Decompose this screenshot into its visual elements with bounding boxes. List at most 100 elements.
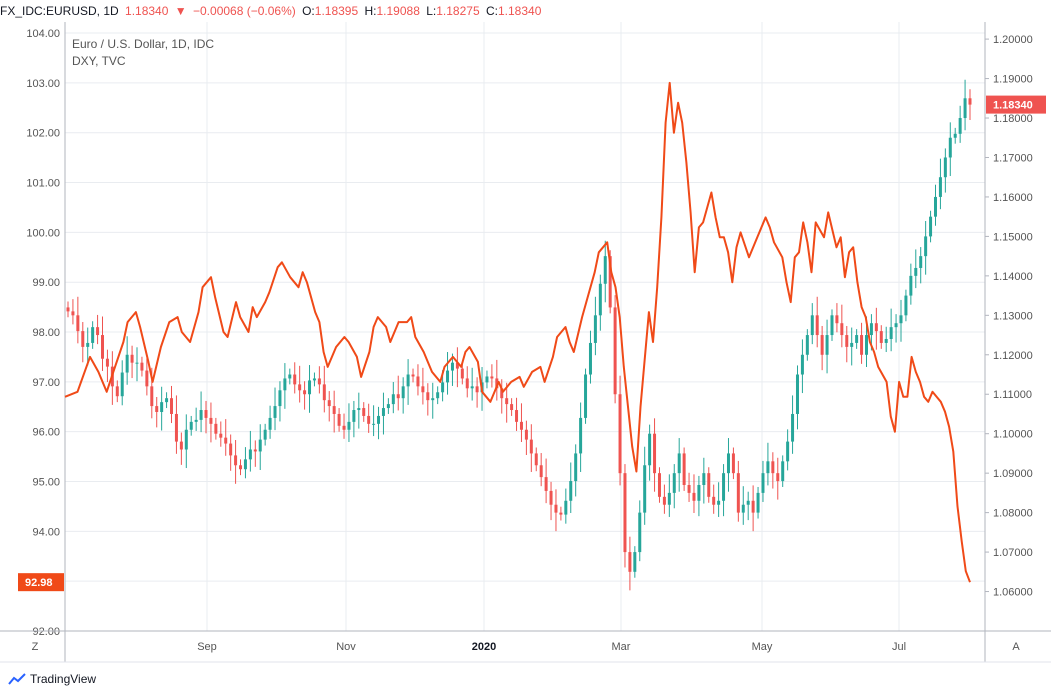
left-tick-label: 102.00 [26,128,60,140]
candle-body [860,335,864,355]
candle-body [726,453,730,474]
candle-body [426,392,430,401]
chart-legend: Euro / U.S. Dollar, 1D, IDC DXY, TVC [72,36,214,70]
x-tick-label: May [752,641,773,653]
candle-body [657,473,661,497]
candle-body [909,275,913,296]
candle-body [948,137,952,158]
candle-body [687,484,691,493]
right-tick-label: 1.14000 [993,271,1033,283]
right-tick-label: 1.15000 [993,231,1033,243]
candle-body [416,376,420,387]
dxy-badge-label: 92.98 [25,577,53,589]
tradingview-icon [8,673,26,685]
left-tick-label: 101.00 [26,178,60,190]
right-tick-label: 1.18000 [993,113,1033,125]
candle-body [588,342,592,375]
close-label: C: [485,4,498,18]
candle-body [554,504,558,513]
right-tick-label: 1.19000 [993,74,1033,86]
right-tick-label: 1.08000 [993,508,1033,520]
auto-scale-button[interactable]: A [1012,641,1020,653]
candle-body [884,338,888,343]
candle-body [105,358,109,367]
candle-body [268,417,272,430]
symbol-label[interactable]: FX_IDC:EURUSD, 1D [0,4,119,18]
candle-body [184,429,188,450]
candle-body [603,256,607,284]
legend-eurusd[interactable]: Euro / U.S. Dollar, 1D, IDC [72,37,215,51]
candle-body [327,400,331,407]
candle-body [145,370,149,387]
candle-body [899,315,903,324]
candle-body [347,421,351,430]
candle-body [845,335,849,347]
candle-body [386,404,390,409]
candle-body [958,118,962,134]
candle-body [579,417,583,454]
candle-body [248,449,252,460]
candle-body [224,437,228,444]
candle-body [850,342,854,347]
candle-body [741,504,745,513]
right-tick-label: 1.06000 [993,587,1033,599]
candle-body [475,386,479,393]
candle-body [165,398,169,403]
x-tick-label: Mar [612,641,631,653]
candle-body [470,386,474,389]
left-scale-button[interactable]: Z [31,641,39,653]
candle-body [564,500,568,515]
low-label: L: [426,4,437,18]
candle-body [924,236,928,257]
candle-body [914,267,918,276]
candle-body [500,388,504,399]
candle-body [411,374,415,377]
candle-body [534,453,538,466]
candle-body [239,465,243,470]
candle-body [115,386,119,397]
candle-body [243,459,247,470]
candle-body [510,404,514,411]
candle-body [96,327,100,336]
right-tick-label: 1.12000 [993,350,1033,362]
legend-dxy[interactable]: DXY, TVC [72,54,126,68]
right-tick-label: 1.10000 [993,429,1033,441]
down-arrow-icon: ▼ [174,4,187,18]
candle-body [101,335,105,359]
candle-body [712,496,716,505]
candle-body [396,394,400,399]
right-tick-label: 1.07000 [993,547,1033,559]
candle-body [559,512,563,515]
candle-body [820,335,824,355]
candle-body [549,490,553,505]
candle-body [263,429,267,440]
left-tick-label: 103.00 [26,78,60,90]
candle-body [702,473,706,485]
candle-body [229,443,233,456]
candle-body [519,421,523,430]
left-tick-label: 100.00 [26,227,60,239]
left-tick-label: 99.00 [32,277,60,289]
candle-body [613,307,617,395]
candle-body [490,376,494,379]
candle-body [795,374,799,414]
left-tick-label: 104.00 [26,28,60,40]
candle-body [155,406,159,412]
x-tick-label: 2020 [472,641,496,653]
tradingview-logo[interactable]: TradingView [8,672,96,686]
candle-body [672,473,676,493]
right-tick-label: 1.20000 [993,34,1033,46]
candle-body [66,307,70,312]
candle-body [894,323,898,328]
candle-body [372,423,376,425]
candle-body [953,133,957,138]
left-tick-label: 95.00 [32,477,60,489]
candle-body [288,374,292,379]
candle-body [805,335,809,355]
candle-body [598,283,602,316]
candle-body [593,315,597,343]
candle-body [446,370,450,383]
candle-body [574,453,578,482]
candle-body [485,376,489,383]
